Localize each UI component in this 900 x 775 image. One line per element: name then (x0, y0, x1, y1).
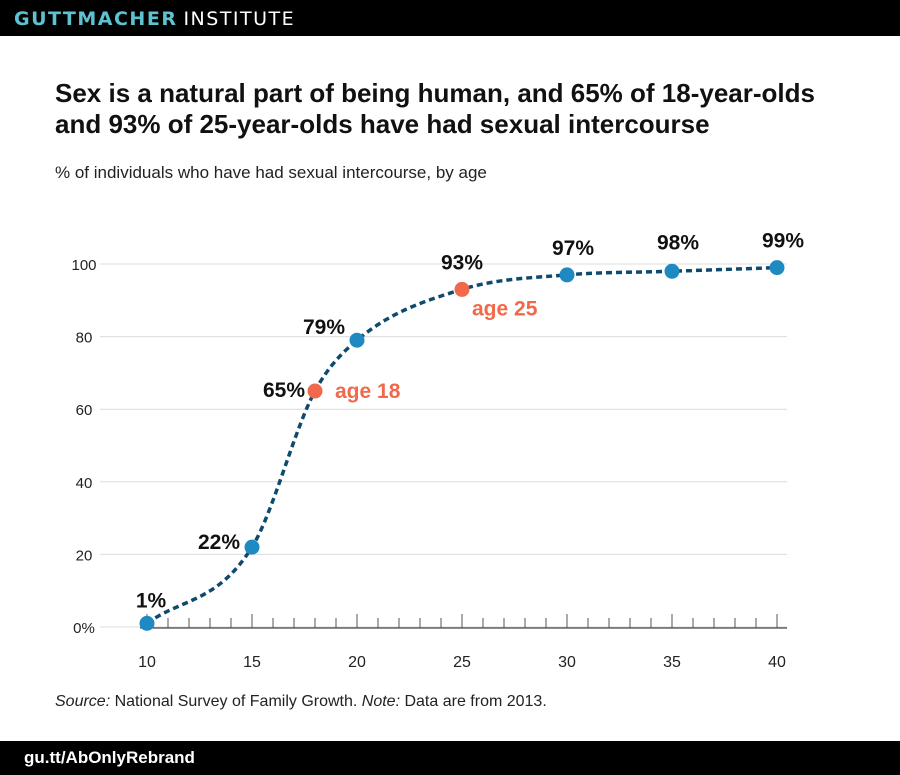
source-text: National Survey of Family Growth. (110, 693, 362, 710)
x-tick-label: 15 (243, 654, 261, 671)
y-tick-label: 80 (76, 330, 93, 347)
y-tick-label: 60 (76, 402, 93, 419)
chart-title: Sex is a natural part of being human, an… (55, 78, 815, 139)
data-point (664, 263, 680, 279)
data-label: 1% (136, 589, 167, 612)
top-banner: GUTTMACHER INSTITUTE (0, 0, 900, 36)
data-point (454, 281, 470, 297)
brand-name-bold: GUTTMACHER (14, 8, 178, 30)
brand-logo: GUTTMACHER INSTITUTE (14, 8, 295, 30)
data-label: 98% (657, 231, 699, 254)
source-label: Source: (55, 693, 111, 710)
y-tick-label: 100 (71, 257, 96, 274)
data-point (349, 332, 365, 348)
data-label: 99% (762, 230, 804, 253)
data-label: 79% (303, 316, 345, 339)
x-tick-label: 25 (453, 654, 471, 671)
x-tick-label: 35 (663, 654, 681, 671)
highlight-label: age 18 (335, 380, 401, 403)
highlight-label: age 25 (472, 297, 538, 320)
data-point (307, 383, 323, 399)
x-tick-label: 20 (348, 654, 366, 671)
chart-subtitle: % of individuals who have had sexual int… (55, 163, 487, 182)
bottom-banner: gu.tt/AbOnlyRebrand (0, 741, 900, 775)
short-link[interactable]: gu.tt/AbOnlyRebrand (24, 748, 195, 767)
data-label: 65% (263, 379, 305, 402)
x-tick-label: 40 (768, 654, 786, 671)
data-point (769, 260, 785, 276)
y-tick-label: 0% (73, 620, 95, 637)
data-label: 97% (552, 237, 594, 260)
data-point (244, 539, 260, 555)
data-point (559, 267, 575, 283)
y-tick-label: 20 (76, 547, 93, 564)
note-label: Note: (361, 693, 401, 710)
data-point (139, 615, 155, 631)
brand-name-light: INSTITUTE (183, 8, 296, 30)
source-note: Source: National Survey of Family Growth… (55, 693, 547, 711)
x-tick-label: 30 (558, 654, 576, 671)
data-label: 22% (198, 531, 240, 554)
x-tick-label: 10 (138, 654, 156, 671)
data-label: 93% (441, 251, 483, 274)
y-tick-label: 40 (76, 475, 93, 492)
line-chart: 0% 20 40 60 80 100 10 15 20 25 30 35 40 1% 22% 65% 79% 93… (71, 230, 804, 671)
series-line (145, 265, 778, 625)
note-text: Data are from 2013. (400, 693, 547, 710)
